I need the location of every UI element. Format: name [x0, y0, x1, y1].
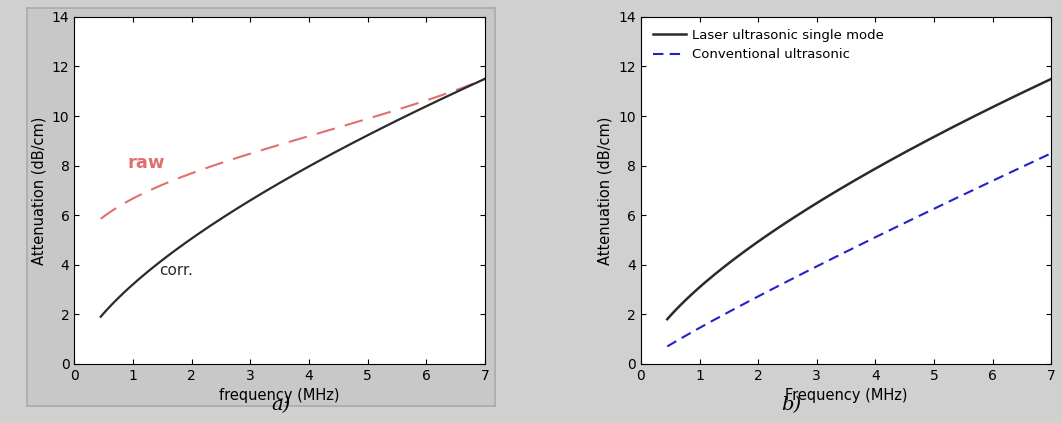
Line: Laser ultrasonic single mode: Laser ultrasonic single mode: [667, 79, 1051, 319]
Y-axis label: Attenuation (dB/cm): Attenuation (dB/cm): [598, 116, 613, 264]
Conventional ultrasonic: [707, 318, 720, 323]
X-axis label: Frequency (MHz): Frequency (MHz): [785, 388, 907, 403]
Text: a): a): [272, 396, 291, 415]
Text: b): b): [782, 396, 801, 415]
Laser ultrasonic single mode: [1045, 76, 1058, 81]
Conventional ultrasonic: [940, 200, 953, 205]
Conventional ultrasonic: [1045, 151, 1058, 156]
Laser ultrasonic single mode: [707, 273, 720, 278]
Conventional ultrasonic: [661, 344, 673, 349]
Text: corr.: corr.: [159, 263, 193, 277]
Laser ultrasonic single mode: [938, 129, 950, 134]
Conventional ultrasonic: [813, 263, 826, 268]
Conventional ultrasonic: [938, 201, 950, 206]
Y-axis label: Attenuation (dB/cm): Attenuation (dB/cm): [31, 116, 47, 264]
Line: Conventional ultrasonic: Conventional ultrasonic: [667, 153, 1051, 346]
Laser ultrasonic single mode: [786, 216, 799, 221]
Conventional ultrasonic: [903, 218, 915, 223]
Text: raw: raw: [127, 154, 165, 172]
Conventional ultrasonic: [786, 276, 799, 281]
X-axis label: frequency (MHz): frequency (MHz): [220, 388, 340, 403]
Laser ultrasonic single mode: [813, 199, 826, 204]
Laser ultrasonic single mode: [903, 148, 915, 153]
Legend: Laser ultrasonic single mode, Conventional ultrasonic: Laser ultrasonic single mode, Convention…: [648, 24, 890, 67]
Laser ultrasonic single mode: [940, 128, 953, 133]
Laser ultrasonic single mode: [661, 317, 673, 322]
